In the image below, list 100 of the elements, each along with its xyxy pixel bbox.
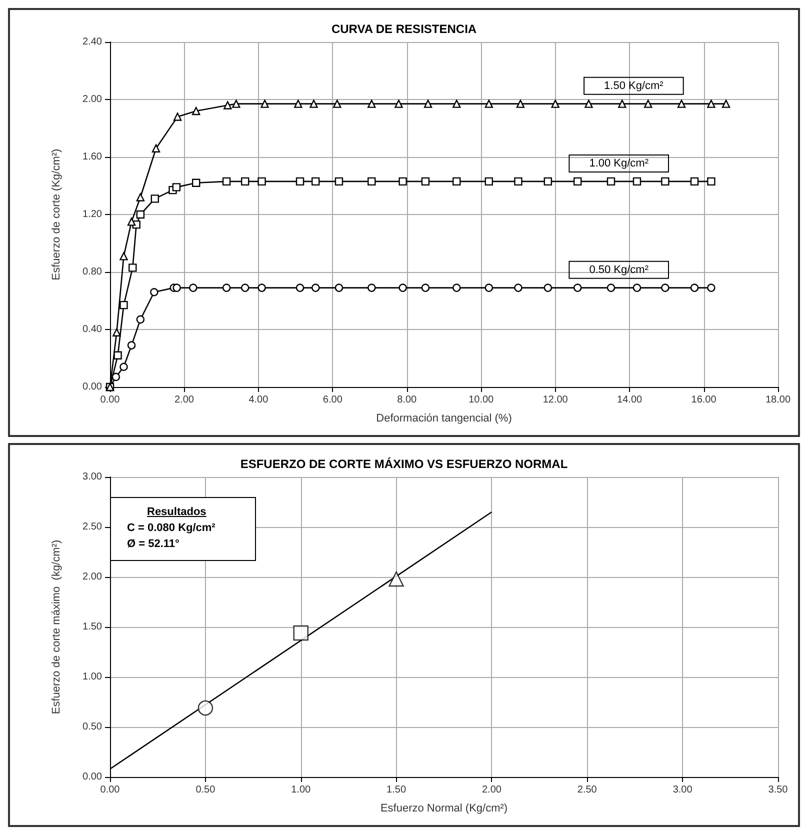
annotation: Ø = 52.11° <box>127 537 180 552</box>
point <box>127 218 136 226</box>
point <box>368 100 376 108</box>
point <box>120 252 128 260</box>
point <box>114 351 122 360</box>
point <box>333 100 342 108</box>
x-tick-label: 2.50 <box>577 784 598 796</box>
point <box>192 106 200 116</box>
point <box>312 284 320 292</box>
point <box>618 100 626 108</box>
point <box>172 183 181 192</box>
x-tick-label: 0.50 <box>196 784 216 796</box>
point <box>421 177 430 186</box>
point <box>112 328 121 336</box>
point <box>707 100 716 108</box>
point <box>222 284 231 292</box>
point <box>544 177 552 186</box>
y-tick-label: 0.00 <box>82 382 102 392</box>
point <box>551 100 560 108</box>
x-tick-label: 12.00 <box>542 394 568 406</box>
point <box>136 210 145 219</box>
point <box>258 177 266 186</box>
x-tick-label: 8.00 <box>397 394 418 406</box>
y-tick-label: 0.40 <box>82 324 102 335</box>
y-tick-label: 0.50 <box>82 722 102 732</box>
point <box>690 284 699 292</box>
point <box>260 100 269 108</box>
point <box>120 300 128 310</box>
point <box>452 177 461 186</box>
point <box>222 177 231 186</box>
x-tick-label: 1.50 <box>386 784 406 796</box>
point <box>224 101 232 110</box>
y-tick-label: 2.40 <box>82 36 102 48</box>
point <box>388 571 404 587</box>
text-box: Resultados C = 0.080 Kg/cm² Ø = 52.11° <box>110 497 256 561</box>
point <box>310 100 318 108</box>
x-axis-title: Deformación tangencial (%) <box>376 412 512 424</box>
point <box>232 100 240 108</box>
y-tick-label: 1.20 <box>82 209 102 220</box>
point <box>150 194 160 203</box>
x-tick-label: 2.00 <box>174 394 194 406</box>
point <box>421 284 430 292</box>
point <box>334 284 344 292</box>
y-axis-title: Esfuerzo de corte máximo (kg/cm²) <box>50 540 62 714</box>
point <box>452 284 461 292</box>
point <box>514 177 522 186</box>
point <box>136 315 145 324</box>
point <box>120 362 128 371</box>
point <box>661 177 670 186</box>
point <box>112 372 120 382</box>
x-tick-label: 4.00 <box>248 394 269 406</box>
point <box>661 284 670 292</box>
point <box>574 177 582 186</box>
x-tick-label: 3.00 <box>672 784 693 796</box>
point <box>240 284 250 292</box>
annotation: C = 0.080 Kg/cm² <box>127 521 216 536</box>
y-tick-label: 1.00 <box>82 672 102 682</box>
point <box>240 177 250 186</box>
point <box>311 177 320 186</box>
point <box>514 284 522 292</box>
point <box>677 100 686 108</box>
chart-title: CURVA DE RESISTENCIA <box>331 22 477 36</box>
point <box>574 284 582 292</box>
series-label: 1.50 Kg/cm² <box>604 80 664 92</box>
x-tick-label: 1.00 <box>291 784 312 796</box>
point <box>484 177 494 186</box>
point <box>707 177 716 186</box>
x-tick-label: 10.00 <box>468 394 494 406</box>
x-tick-label: 6.00 <box>322 394 343 406</box>
point <box>152 144 160 152</box>
point <box>452 100 461 108</box>
y-axis-title: Esfuerzo de corte (Kg/cm²) <box>50 148 62 280</box>
x-tick-label: 18.00 <box>765 394 791 406</box>
y-tick-label: 1.50 <box>82 622 102 632</box>
point <box>150 288 158 296</box>
point <box>516 100 525 108</box>
point <box>294 100 302 108</box>
x-tick-label: 0.00 <box>100 784 120 796</box>
point <box>632 177 642 186</box>
point <box>584 100 593 108</box>
x-tick-label: 3.50 <box>768 784 788 796</box>
annotation: Resultados <box>146 505 208 520</box>
point <box>398 284 407 292</box>
point <box>136 193 145 202</box>
chart-title: ESFUERZO DE CORTE MÁXIMO VS ESFUERZO NORMAL <box>240 457 568 471</box>
y-tick-label: 0.00 <box>82 772 102 782</box>
x-tick-label: 14.00 <box>617 394 643 406</box>
point <box>484 284 494 292</box>
point <box>258 284 266 292</box>
point <box>707 284 716 292</box>
point <box>632 284 642 292</box>
point <box>484 100 494 108</box>
point <box>722 100 730 108</box>
x-axis-title: Esfuerzo Normal (Kg/cm²) <box>380 802 508 814</box>
point <box>368 177 376 186</box>
y-tick-label: 3.00 <box>82 472 102 482</box>
y-tick-label: 2.00 <box>82 572 102 582</box>
point <box>334 177 344 186</box>
point <box>368 284 376 292</box>
point <box>198 700 214 716</box>
